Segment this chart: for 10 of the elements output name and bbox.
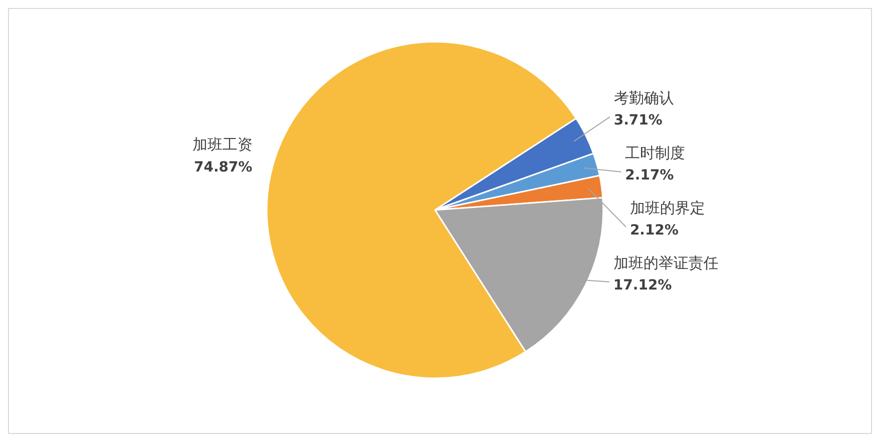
data-label: 74.87% xyxy=(194,159,252,176)
slice-label: 加班工资 xyxy=(192,136,252,154)
data-label: 2.12% xyxy=(630,222,679,239)
data-label: 2.17% xyxy=(625,168,674,184)
slice-label: 加班的举证责任 xyxy=(613,254,718,272)
data-label: 3.71% xyxy=(614,112,662,129)
slice-label: 加班的界定 xyxy=(630,198,705,217)
slice-label: 考勤确认 xyxy=(614,88,674,107)
data-label: 17.12% xyxy=(613,278,672,294)
slice-label: 工时制度 xyxy=(625,144,686,162)
